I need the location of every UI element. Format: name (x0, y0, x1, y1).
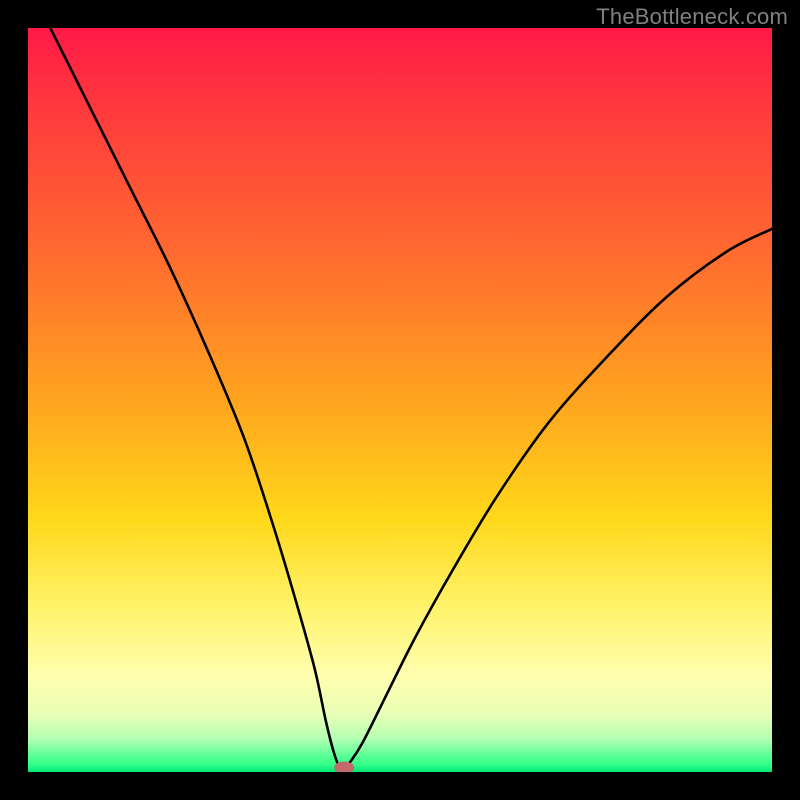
chart-frame: TheBottleneck.com (0, 0, 800, 800)
gradient-background (28, 28, 772, 772)
watermark-text: TheBottleneck.com (596, 4, 788, 30)
chart-svg (28, 28, 772, 772)
plot-area (28, 28, 772, 772)
